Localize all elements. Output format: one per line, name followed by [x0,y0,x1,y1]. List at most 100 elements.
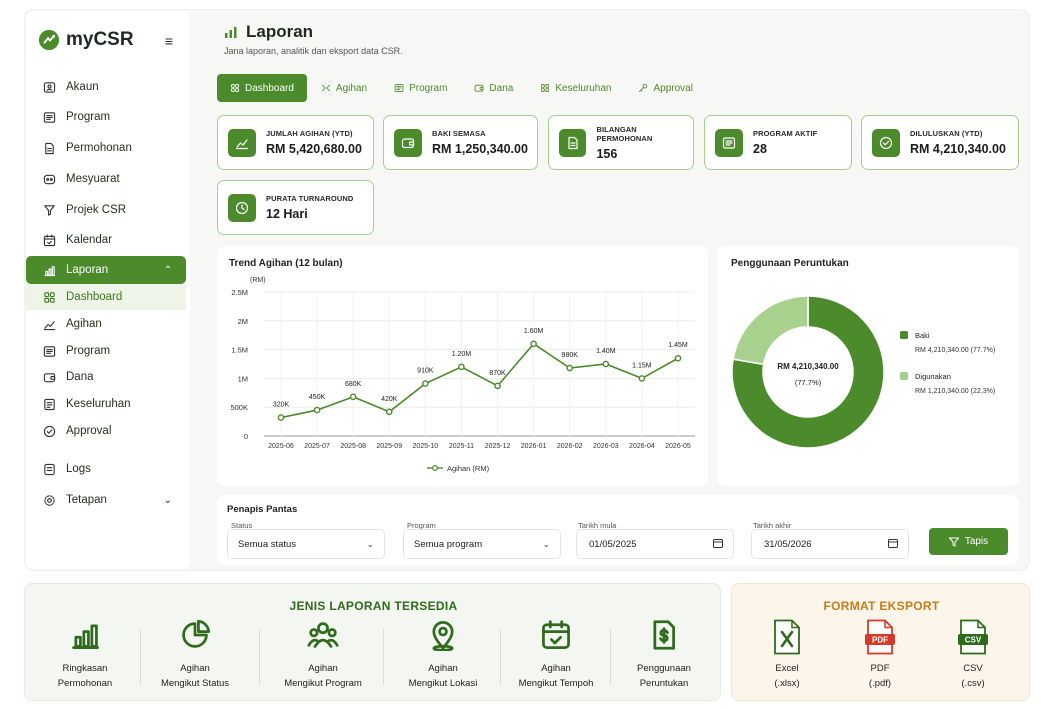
donut-center-value: RM 4,210,340.00 [777,362,839,371]
sidebar-item-label: Dana [66,371,94,383]
report-type-penggunaan-peruntukan[interactable]: Penggunaan Peruntukan [609,619,719,691]
kpi-card-jumlah-agihan-ytd: JUMLAH AGIHAN (YTD) RM 5,420,680.00 [217,115,374,170]
sidebar-item-projek-csr[interactable]: Projek CSR [26,197,186,223]
data-point [566,364,574,372]
report-type-label: Ringkasan Permohonan [30,661,140,691]
sidebar-item-permohonan[interactable]: Permohonan [26,135,186,161]
legend-name: Baki [915,331,930,340]
kpi-value: RM 1,250,340.00 [432,142,528,156]
legend-label: Agihan (RM) [447,464,490,473]
sidebar-item-kalendar[interactable]: Kalendar [26,227,186,253]
kpi-card-bilangan-permohonan: BILANGAN PERMOHONAN 156 [548,115,694,170]
export-csv-button[interactable]: CSV CSV (.csv) [938,619,1008,691]
report-type-label: Agihan Mengikut Status [140,661,250,691]
list-icon [394,83,404,93]
kpi-text: BILANGAN PERMOHONAN 156 [596,125,693,161]
report-type-line2: Peruntukan [639,678,689,689]
program-filter-label: Program [407,521,436,530]
key-icon [638,83,648,93]
chevron-down-icon[interactable]: ⌄ [163,494,172,506]
tab-program[interactable]: Program [381,74,460,102]
export-format-name: Excel [775,663,799,674]
calendar-icon[interactable] [888,538,898,550]
kpi-label: BILANGAN PERMOHONAN [596,124,653,143]
sidebar-item-dashboard-sub[interactable]: Dashboard [26,284,186,310]
report-type-agihan-mengikut-status[interactable]: Agihan Mengikut Status [140,619,250,691]
start-date-input[interactable]: 01/05/2025 [576,529,734,559]
report-type-label: Agihan Mengikut Lokasi [388,661,498,691]
sidebar-item-label: Laporan [66,264,109,276]
sidebar-item-mesyuarat[interactable]: Mesyuarat [26,166,186,192]
sidebar-item-laporan[interactable]: Laporan ⌃ [26,256,186,284]
end-date-input[interactable]: 31/05/2026 [751,529,909,559]
sidebar-item-akaun[interactable]: Akaun [26,74,186,100]
document-icon [42,141,56,155]
trend-card: Trend Agihan (12 bulan) 0 500K 1M 1.5M 2M 2.5… [217,246,708,486]
status-select[interactable]: Semua status ⌄ [227,529,385,559]
document-icon [559,128,587,157]
calendar-icon [42,233,56,247]
clock-icon [228,193,256,222]
report-type-agihan-mengikut-program[interactable]: Agihan Mengikut Program [268,619,378,691]
data-point [674,354,682,362]
calendar-icon[interactable] [713,538,723,550]
tab-approval[interactable]: Approval [625,74,705,102]
x-tick-label: 2025-10 [413,443,439,450]
filter-title: Penapis Pantas [227,504,298,515]
allocation-title: Penggunaan Peruntukan [731,258,849,269]
export-format-ext: (.pdf) [868,678,892,689]
apply-filter-button[interactable]: Tapis [929,528,1008,555]
tab-label: Approval [653,82,693,94]
tab-dana[interactable]: Dana [461,74,526,102]
kpi-card-program-aktif: PROGRAM AKTIF 28 [704,115,852,170]
sidebar-item-label: Dashboard [66,291,123,303]
chevron-up-icon[interactable]: ⌃ [163,264,172,276]
legend-swatch [900,372,908,380]
y-axis-label: (RM) [250,277,266,284]
report-type-line1: Agihan [428,663,458,674]
data-label: 980K [562,352,579,359]
kpi-card-diluluskan-ytd: DILULUSKAN (YTD) RM 4,210,340.00 [861,115,1019,170]
report-type-agihan-mengikut-lokasi[interactable]: Agihan Mengikut Lokasi [388,619,498,691]
sidebar-item-keseluruhan-sub[interactable]: Keseluruhan [26,391,186,417]
kpi-label: BAKI SEMASA [432,129,486,138]
sidebar-item-program[interactable]: Program [26,104,186,130]
log-icon [42,462,56,476]
tab-keseluruhan[interactable]: Keseluruhan [527,74,624,102]
report-type-label: Penggunaan Peruntukan [609,661,719,691]
sidebar-item-dana-sub[interactable]: Dana [26,364,186,390]
divider [259,629,260,685]
menu-toggle-icon[interactable]: ≡ [164,33,174,49]
gear-icon [42,493,56,507]
report-type-ringkasan-permohonan[interactable]: Ringkasan Permohonan [30,619,140,691]
sidebar-item-approval-sub[interactable]: Approval [26,418,186,444]
program-select[interactable]: Semua program ⌄ [403,529,561,559]
sidebar-item-logs[interactable]: Logs [26,456,186,482]
export-format-ext: (.xlsx) [774,678,800,689]
sidebar-item-agihan-sub[interactable]: Agihan [26,311,186,337]
page-subtitle: Jana laporan, analitik dan eksport data … [224,46,403,56]
export-excel-button[interactable]: Excel (.xlsx) [752,619,822,691]
export-label: PDF (.pdf) [845,661,915,691]
export-format-ext: (.csv) [961,678,985,689]
page-title: Laporan [246,22,314,41]
report-type-agihan-mengikut-tempoh[interactable]: Agihan Mengikut Tempoh [501,619,611,691]
y-tick-label: 1M [238,374,248,383]
tab-agihan[interactable]: Agihan [308,74,380,102]
report-type-line1: Penggunaan [637,663,691,674]
export-pdf-button[interactable]: PDF PDF (.pdf) [845,619,915,691]
sidebar-item-program-sub[interactable]: Program [26,338,186,364]
data-label: 680K [345,381,362,388]
tab-label: Dana [489,82,514,94]
brand[interactable]: myCSR [38,29,134,51]
export-format-name: PDF [870,663,890,674]
data-point [530,340,537,348]
tab-dashboard[interactable]: Dashboard [217,74,307,102]
list-icon [42,110,56,124]
data-label: 870K [489,370,506,377]
pie-chart-icon [178,619,212,653]
sidebar-item-tetapan[interactable]: Tetapan ⌄ [26,487,186,513]
data-point [602,360,610,368]
report-type-label: Agihan Mengikut Program [268,661,378,691]
report-type-label: Agihan Mengikut Tempoh [501,661,611,691]
